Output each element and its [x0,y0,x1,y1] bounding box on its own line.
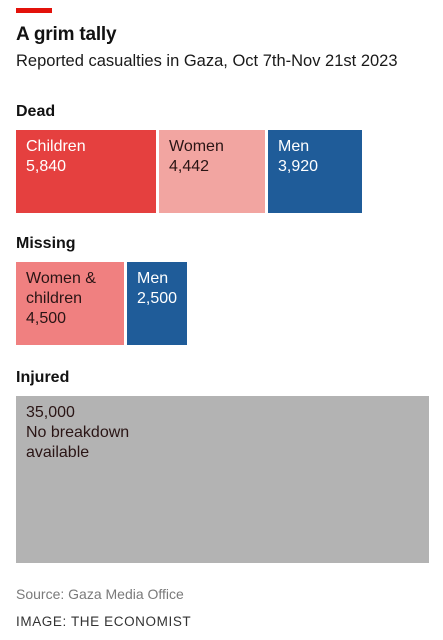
block-value: 35,000 [26,404,75,421]
block-value: 5,840 [26,158,67,175]
block-label: Women & [26,270,96,287]
block-label: Men [137,270,169,287]
block-value: 3,920 [278,158,319,175]
block-label: Men [278,138,310,155]
block-label: No breakdown [26,424,130,441]
source-note: Source: Gaza Media Office [16,586,184,602]
block-missing-women-children: Women & children 4,500 [16,262,124,345]
group-label-dead: Dead [16,103,56,120]
group-label-injured: Injured [16,369,70,386]
block-dead-women: Women 4,442 [159,130,265,213]
block-missing-men: Men 2,500 [127,262,187,345]
accent-bar [16,8,52,13]
block-value: 4,500 [26,310,67,327]
group-label-missing: Missing [16,235,76,252]
block-label: children [26,290,83,307]
block-label: Children [26,138,86,155]
block-value: 2,500 [137,290,178,307]
block-dead-children: Children 5,840 [16,130,156,213]
block-label: available [26,444,90,461]
chart-subtitle: Reported casualties in Gaza, Oct 7th-Nov… [16,52,398,70]
block-injured-no-breakdown-available: 35,000 No breakdown available [16,396,429,563]
chart-title: A grim tally [16,24,117,45]
block-label: Women [169,138,224,155]
block-dead-men: Men 3,920 [268,130,362,213]
image-credit: IMAGE: THE ECONOMIST [16,614,192,629]
block-value: 4,442 [169,158,210,175]
